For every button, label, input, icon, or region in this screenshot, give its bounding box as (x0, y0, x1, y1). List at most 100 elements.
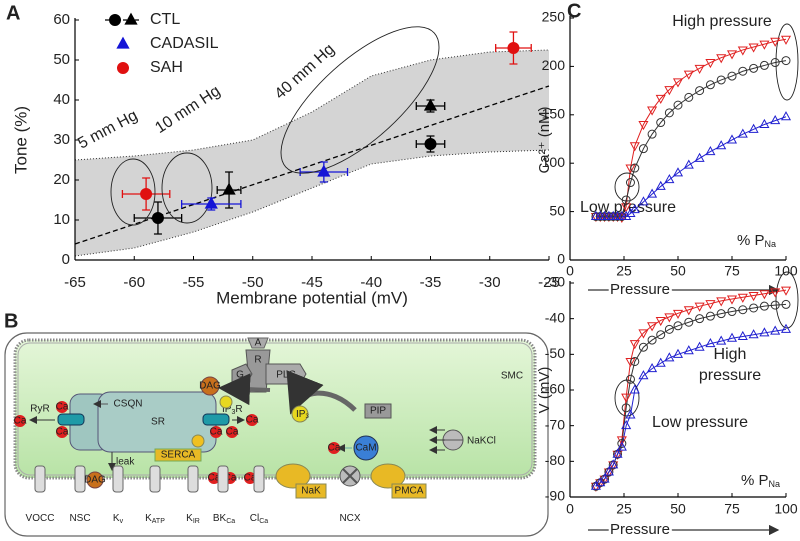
marker (694, 152, 705, 162)
ca-ion (208, 472, 220, 484)
pip-label: PIP (370, 406, 386, 417)
marker (608, 461, 619, 471)
marker (705, 59, 716, 69)
marker (770, 114, 781, 125)
x-axis-label: Membrane potential (mV) (216, 288, 408, 307)
marker (727, 71, 737, 81)
marker (424, 138, 437, 150)
channel-main: Cl (250, 513, 259, 524)
y-tick-label: 0 (62, 251, 70, 268)
ip3 (291, 405, 309, 423)
chart: % PNa 0 25 50 75 100 -90 -80 -70 -60 -50 -40 -30 V (m… (536, 271, 799, 540)
marker (647, 362, 658, 373)
marker (672, 309, 684, 319)
annotation: 10 mm Hg (152, 83, 223, 137)
ca-ion (246, 414, 258, 426)
channel (74, 465, 86, 493)
marker (603, 468, 614, 478)
y-tick-label: 50 (53, 51, 70, 68)
arrow (286, 370, 357, 415)
marker (664, 324, 674, 334)
dag-label: DAG (84, 475, 106, 486)
ip3-main: IP (296, 409, 306, 420)
series-line (595, 38, 787, 218)
channel-sub: IR (193, 518, 200, 525)
marker (625, 357, 636, 368)
ca-ion (14, 415, 26, 427)
legend-label: SAH (150, 59, 183, 76)
y-tick-label: 0 (557, 251, 565, 267)
marker (603, 466, 614, 476)
ca-label: Ca (14, 416, 27, 427)
ip3r-sub: 3 (231, 409, 235, 416)
marker (726, 134, 738, 144)
marker (629, 384, 640, 394)
marker (738, 305, 748, 315)
channel (253, 465, 265, 493)
y-tick-label: -30 (545, 274, 565, 290)
legend-label: CTL (150, 11, 180, 28)
marker (770, 288, 781, 298)
channel (187, 465, 199, 493)
panel-label: C (567, 0, 581, 22)
x-axis-label: Pressure (610, 521, 670, 538)
marker (664, 352, 675, 362)
marker (684, 317, 694, 327)
highlight-ellipse (161, 152, 213, 224)
annotation: 40 mm Hg (272, 41, 338, 103)
marker (638, 120, 649, 131)
highlight-ellipse (280, 26, 440, 174)
x-tick-label: -55 (183, 274, 205, 291)
marker (655, 357, 666, 367)
marker (780, 35, 792, 45)
marker (151, 212, 164, 224)
x-tick-label: 25 (616, 263, 632, 279)
x-tick-label: -65 (64, 274, 86, 291)
marker (759, 40, 770, 50)
channel-main: NCX (339, 513, 360, 524)
marker (759, 118, 770, 128)
marker (781, 56, 791, 66)
marker (204, 196, 218, 209)
marker (222, 182, 236, 195)
marker (656, 118, 666, 128)
marker (140, 188, 153, 200)
marker (608, 459, 619, 469)
y-tick-label: 40 (53, 91, 70, 108)
marker (599, 473, 610, 483)
marker (748, 123, 759, 133)
pna-main: % P (737, 232, 765, 249)
cell-label: SMC (501, 371, 523, 382)
ip3r-main: IP (222, 404, 232, 415)
panel-label: A (6, 2, 20, 24)
marker (683, 159, 694, 169)
agonist (247, 337, 269, 349)
x-tick-label: 100 (774, 263, 798, 279)
marker (780, 286, 792, 296)
marker (759, 327, 770, 337)
ca-ion (210, 426, 222, 438)
marker (781, 299, 791, 309)
channel-label: KATP (145, 513, 165, 525)
x-tick-label: -25 (538, 274, 560, 291)
marker (770, 58, 780, 68)
marker (647, 188, 658, 198)
x-tick-label: 25 (616, 501, 632, 517)
marker (664, 108, 674, 118)
x-tick-label: -60 (123, 274, 145, 291)
legend-marker (116, 36, 130, 49)
cell-membrane-inner (17, 342, 533, 476)
marker (672, 78, 684, 88)
legend-label: CADASIL (150, 35, 219, 52)
y-tick-label: 20 (53, 171, 70, 188)
marker (638, 370, 649, 380)
marker (737, 293, 748, 303)
sr-label: SR (151, 417, 165, 428)
marker (629, 340, 640, 350)
dag (86, 471, 104, 489)
channel-sub: Ca (259, 518, 268, 525)
series-line (595, 303, 787, 487)
dag-label: DAG (199, 381, 221, 392)
